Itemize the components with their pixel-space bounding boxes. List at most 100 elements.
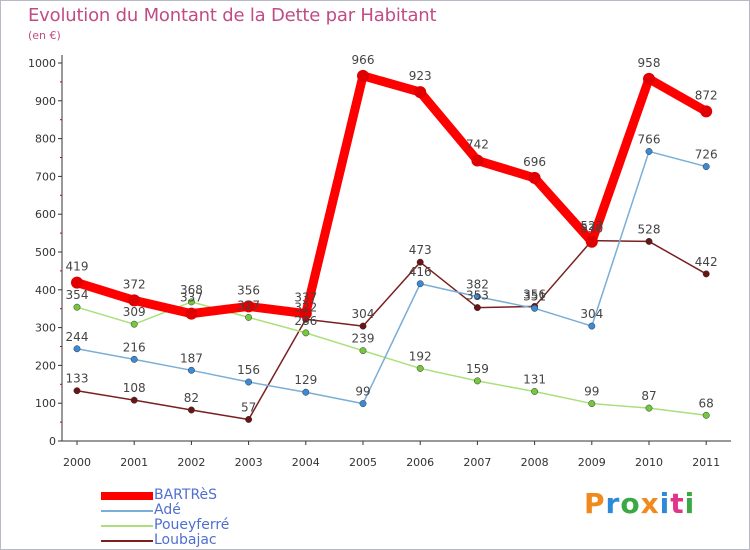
data-point: [359, 400, 367, 408]
x-tick-label: 2005: [349, 456, 377, 469]
data-point: [245, 416, 253, 423]
series-line-0: [72, 71, 711, 319]
x-tick-label: 2010: [635, 456, 663, 469]
data-point: [645, 237, 653, 245]
data-label: 99: [584, 385, 599, 399]
data-label: 187: [180, 351, 203, 365]
legend-label: BARTRèS: [154, 487, 218, 503]
data-label: 133: [66, 372, 89, 386]
data-label: 528: [638, 222, 661, 236]
data-point: [700, 105, 713, 118]
y-tick-label: 400: [35, 284, 56, 297]
data-point: [187, 366, 195, 374]
legend-label: Loubajac: [154, 532, 217, 548]
data-point: [185, 307, 198, 320]
data-point: [531, 304, 539, 312]
y-tick-label: 100: [35, 397, 56, 410]
data-label: 766: [638, 132, 661, 146]
data-label: 129: [294, 373, 317, 387]
data-label: 473: [409, 243, 432, 257]
x-tick-label: 2009: [578, 456, 606, 469]
y-tick-label: 300: [35, 322, 56, 335]
data-label: 726: [695, 148, 718, 162]
data-label: 419: [66, 260, 89, 274]
data-labels-group: 419 372 337 356 337 966 923 742 696 527 958 872 244 2…: [66, 53, 718, 415]
data-point: [471, 154, 484, 167]
data-label: 742: [466, 138, 489, 152]
data-label: 286: [294, 314, 317, 328]
data-point: [531, 388, 539, 395]
logo-letter: P: [584, 487, 606, 520]
y-tick-label: 700: [35, 170, 56, 183]
data-point: [473, 293, 481, 301]
chart-subtitle: (en €): [28, 29, 61, 42]
data-label: 216: [123, 340, 146, 354]
data-label: 351: [523, 289, 546, 303]
data-label: 958: [638, 56, 661, 70]
data-label: 337: [180, 291, 203, 305]
data-point: [357, 69, 369, 82]
data-point: [702, 411, 710, 419]
data-label: 356: [237, 283, 260, 297]
data-point: [645, 404, 653, 412]
data-label: 356: [523, 287, 546, 301]
data-point: [299, 307, 312, 320]
data-point: [359, 347, 367, 355]
data-point: [588, 322, 596, 330]
data-point: [702, 270, 710, 278]
data-point: [130, 355, 138, 363]
series-line-2: [76, 301, 707, 417]
data-point: [585, 235, 598, 248]
x-tick-label: 2003: [235, 456, 263, 469]
data-label: 527: [580, 219, 603, 233]
data-label: 923: [409, 69, 432, 83]
data-point: [588, 400, 596, 408]
data-label: 354: [66, 288, 89, 302]
data-label: 87: [641, 389, 656, 403]
y-tick-label: 1000: [28, 57, 56, 70]
data-label: 309: [123, 305, 146, 319]
data-point: [73, 345, 81, 353]
data-label: 239: [352, 332, 375, 346]
logo-letter: i: [659, 487, 671, 520]
y-tick-label: 600: [35, 208, 56, 221]
data-label: 337: [294, 291, 317, 305]
data-label: 382: [466, 278, 489, 292]
legend-swatch: [101, 540, 153, 542]
x-tick-label: 2001: [120, 456, 148, 469]
data-point: [473, 377, 481, 385]
data-point: [73, 303, 81, 311]
x-tick-label: 2000: [63, 456, 91, 469]
data-label: 353: [466, 289, 489, 303]
y-tick-label: 0: [49, 435, 56, 448]
data-label: 159: [466, 362, 489, 376]
data-label: 57: [241, 400, 256, 414]
data-label: 696: [523, 155, 546, 169]
data-label: 99: [355, 385, 370, 399]
data-point: [128, 294, 141, 307]
data-point: [245, 313, 253, 321]
data-point: [528, 171, 541, 184]
data-point: [473, 304, 481, 312]
data-label: 966: [352, 53, 375, 67]
x-tick-label: 2007: [463, 456, 491, 469]
y-tick-label: 500: [35, 246, 56, 259]
data-label: 416: [409, 265, 432, 279]
data-label: 131: [523, 372, 546, 386]
data-label: 304: [580, 307, 603, 321]
legend-label: Poueyferré: [154, 517, 230, 533]
data-label: 108: [123, 381, 146, 395]
x-tick-label: 2011: [692, 456, 720, 469]
data-point: [187, 298, 195, 306]
legend-label: Adé: [154, 502, 181, 518]
data-point: [643, 72, 655, 85]
legend-swatch: [101, 492, 153, 500]
y-tick-label: 200: [35, 359, 56, 372]
proxiti-logo: Proxiti: [584, 487, 695, 520]
data-point: [245, 378, 253, 386]
legend-swatch: [101, 510, 153, 512]
logo-letter: x: [640, 487, 660, 520]
logo-letter: t: [670, 487, 685, 520]
data-label: 372: [123, 277, 146, 291]
